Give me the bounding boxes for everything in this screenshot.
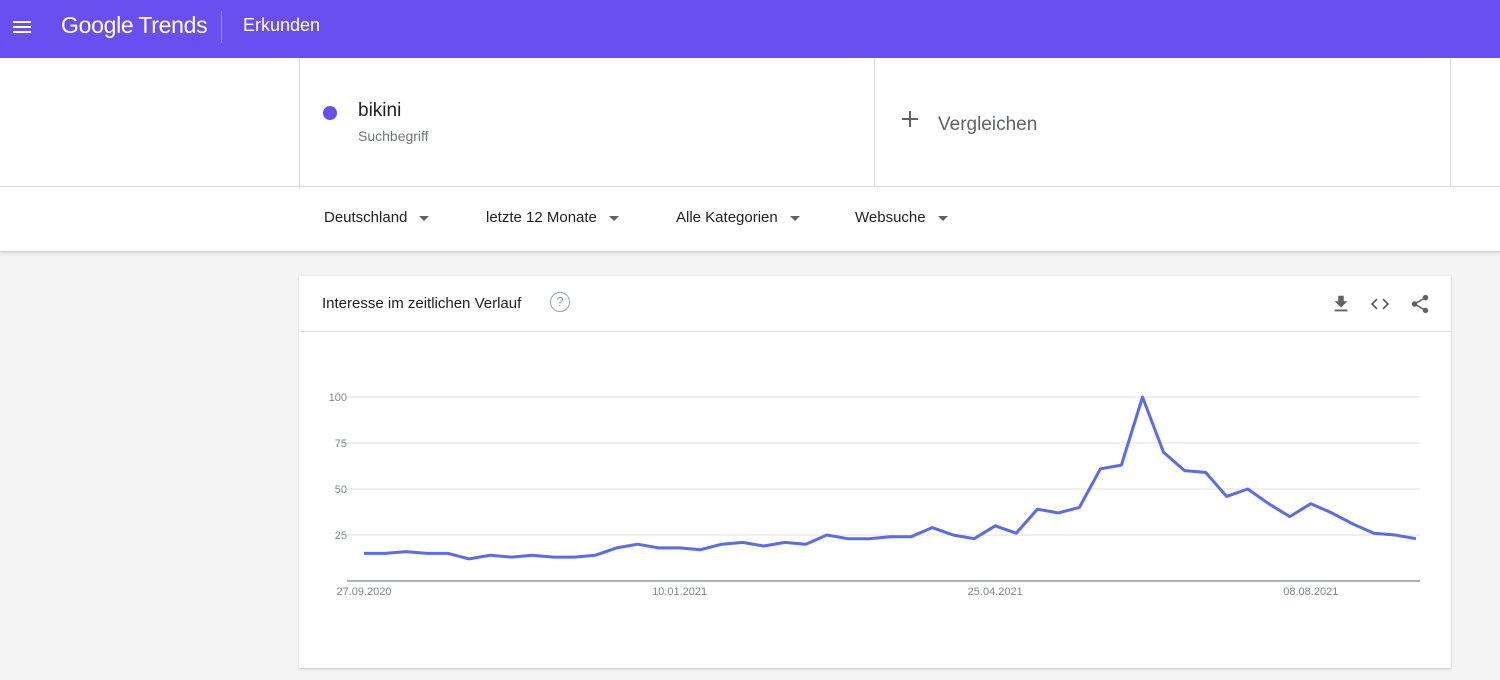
data-point[interactable] <box>656 545 662 551</box>
data-point[interactable] <box>1034 506 1040 512</box>
data-point[interactable] <box>1097 466 1103 472</box>
data-point[interactable] <box>635 541 641 547</box>
data-point[interactable] <box>887 534 893 540</box>
data-point[interactable] <box>1139 394 1145 400</box>
interest-line-chart: 25 50 75 100 27.09.2020 10.01.2021 25.04.2021 0… <box>329 392 1420 598</box>
data-point[interactable] <box>971 536 977 542</box>
filter-search-type-dropdown[interactable]: Websuche <box>855 209 948 226</box>
filter-category-label: Alle Kategorien <box>676 209 778 226</box>
x-tick-label: 25.04.2021 <box>968 586 1023 598</box>
data-point[interactable] <box>677 545 683 551</box>
card-title: Interesse im zeitlichen Verlauf <box>322 295 522 312</box>
filter-region-dropdown[interactable]: Deutschland <box>324 209 430 226</box>
x-tick-label: 10.01.2021 <box>652 586 707 598</box>
data-point[interactable] <box>1118 462 1124 468</box>
data-point[interactable] <box>1308 501 1314 507</box>
google-trends-logo[interactable]: Google Trends <box>61 12 208 39</box>
data-point[interactable] <box>529 552 535 558</box>
search-term-card[interactable]: bikini Suchbegriff <box>299 58 875 186</box>
data-point[interactable] <box>761 543 767 549</box>
dropdown-arrow-icon <box>419 215 430 221</box>
filter-search-type-label: Websuche <box>855 209 926 226</box>
data-point[interactable] <box>1287 514 1293 520</box>
data-point[interactable] <box>950 532 956 538</box>
data-point[interactable] <box>1055 510 1061 516</box>
data-point[interactable] <box>929 525 935 531</box>
x-tick-label: 27.09.2020 <box>336 586 391 598</box>
data-point[interactable] <box>1076 504 1082 510</box>
data-point[interactable] <box>382 550 388 556</box>
hamburger-menu-icon[interactable] <box>10 15 36 41</box>
term-type: Suchbegriff <box>358 128 429 144</box>
data-point[interactable] <box>824 532 830 538</box>
top-app-bar: Google Trends Erkunden <box>0 0 1500 58</box>
x-tick-label: 08.08.2021 <box>1283 586 1338 598</box>
filter-bar: Deutschland letzte 12 Monate Alle Katego… <box>0 187 1500 251</box>
data-point[interactable] <box>992 523 998 529</box>
data-point[interactable] <box>1371 530 1377 536</box>
dropdown-arrow-icon <box>789 215 800 221</box>
data-point[interactable] <box>592 552 598 558</box>
term-name[interactable]: bikini <box>358 100 402 121</box>
data-point[interactable] <box>845 536 851 542</box>
filter-time-dropdown[interactable]: letzte 12 Monate <box>486 209 619 226</box>
data-point[interactable] <box>403 549 409 555</box>
data-point[interactable] <box>1350 521 1356 527</box>
data-point[interactable] <box>740 539 746 545</box>
data-point[interactable] <box>1329 510 1335 516</box>
interest-over-time-card: Interesse im zeitlichen Verlauf ? 25 50 75… <box>299 276 1451 668</box>
data-point[interactable] <box>908 534 914 540</box>
data-point[interactable] <box>803 541 809 547</box>
data-point[interactable] <box>571 554 577 560</box>
data-point[interactable] <box>1013 530 1019 536</box>
data-point[interactable] <box>1392 532 1398 538</box>
y-tick-label: 25 <box>335 530 347 542</box>
compare-label: Vergleichen <box>938 114 1038 135</box>
y-tick-label: 100 <box>329 392 347 404</box>
dropdown-arrow-icon <box>608 215 619 221</box>
data-point[interactable] <box>1413 536 1419 542</box>
series-line[interactable] <box>364 395 1417 561</box>
search-term-area: bikini Suchbegriff Vergleichen <box>0 58 1500 187</box>
plus-icon <box>902 111 918 127</box>
data-point[interactable] <box>782 539 788 545</box>
data-point[interactable] <box>719 541 725 547</box>
dropdown-arrow-icon <box>937 215 948 221</box>
data-point[interactable] <box>361 550 367 556</box>
data-point[interactable] <box>1245 486 1251 492</box>
data-point[interactable] <box>1266 501 1272 507</box>
data-point[interactable] <box>613 545 619 551</box>
header-divider <box>221 11 222 43</box>
card-header: Interesse im zeitlichen Verlauf ? <box>299 276 1451 332</box>
data-point[interactable] <box>698 547 704 553</box>
data-point[interactable] <box>1161 449 1167 455</box>
compare-button[interactable]: Vergleichen <box>875 58 1451 186</box>
data-point[interactable] <box>1203 469 1209 475</box>
data-point[interactable] <box>424 550 430 556</box>
page-title: Erkunden <box>243 15 321 35</box>
data-point[interactable] <box>487 552 493 558</box>
logo-trends-text: Trends <box>138 12 208 38</box>
y-tick-label: 50 <box>335 484 347 496</box>
data-point[interactable] <box>508 554 514 560</box>
data-point[interactable] <box>550 554 556 560</box>
help-circle-icon[interactable]: ? <box>550 292 570 312</box>
data-point[interactable] <box>466 556 472 562</box>
logo-google-text: Google <box>61 12 134 38</box>
filter-category-dropdown[interactable]: Alle Kategorien <box>676 209 800 226</box>
term-color-dot <box>323 106 337 120</box>
filter-time-label: letzte 12 Monate <box>486 209 597 226</box>
filter-region-label: Deutschland <box>324 209 408 226</box>
data-point[interactable] <box>445 550 451 556</box>
download-icon[interactable] <box>1330 293 1352 315</box>
share-icon[interactable] <box>1409 293 1431 315</box>
data-point[interactable] <box>866 536 872 542</box>
embed-code-icon[interactable] <box>1369 293 1391 315</box>
data-point[interactable] <box>1182 468 1188 474</box>
data-point[interactable] <box>1224 493 1230 499</box>
y-tick-label: 75 <box>335 438 347 450</box>
